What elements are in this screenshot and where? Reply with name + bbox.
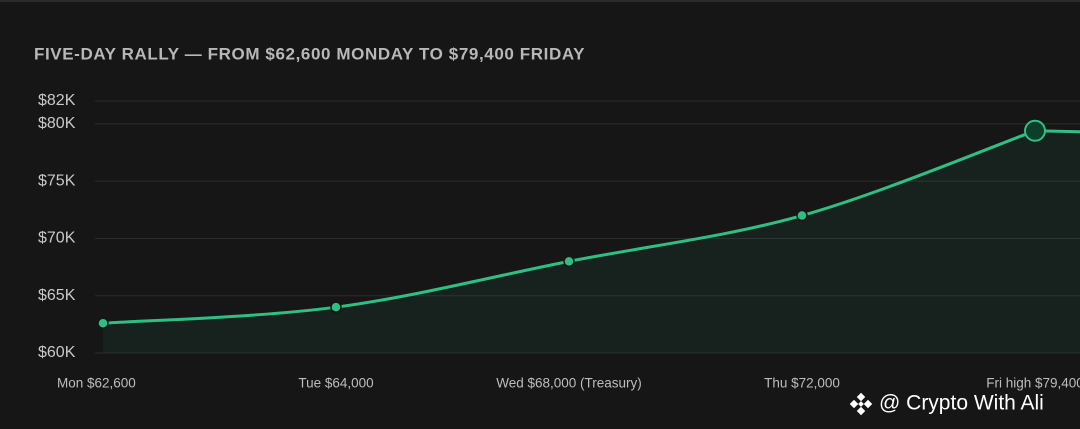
point — [1024, 119, 1046, 142]
y-tick-label: $80K — [38, 115, 76, 132]
watermark-text: @ Crypto With Ali — [879, 392, 1044, 415]
y-tick-label: $60K — [38, 344, 76, 361]
y-tick-label: $82K — [38, 92, 76, 109]
y-tick-label: $65K — [38, 287, 76, 304]
watermark: @ Crypto With Ali — [849, 392, 1044, 416]
y-tick-label: $75K — [38, 172, 76, 189]
x-tick-label: Wed $68,000 (Treasury) — [496, 376, 642, 391]
area — [103, 130, 1035, 353]
point — [97, 317, 109, 329]
x-tick-label: Fri high $79,400 — [986, 376, 1080, 391]
point — [330, 301, 342, 313]
point — [796, 209, 808, 222]
x-tick-label: Thu $72,000 — [764, 376, 840, 391]
x-tick-label: Tue $64,000 — [298, 376, 373, 391]
x-tick-label: Mon $62,600 — [57, 376, 136, 391]
chart-title: FIVE-DAY RALLY — FROM $62,600 MONDAY TO … — [34, 44, 585, 63]
point — [563, 255, 575, 268]
area-extension — [1035, 130, 1080, 353]
y-tick-label: $70K — [38, 230, 76, 247]
top-border — [0, 0, 1080, 2]
